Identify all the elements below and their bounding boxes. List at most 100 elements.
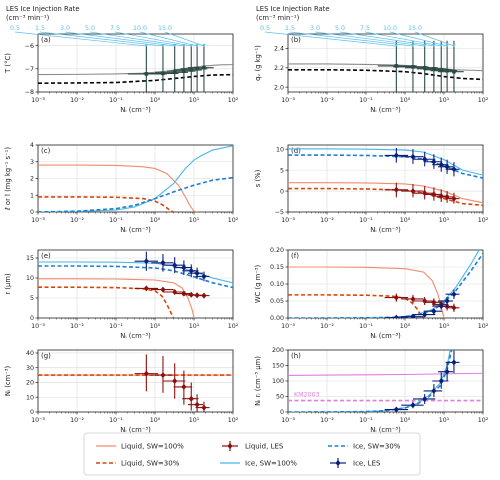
y-tick-label: 10 [276,146,284,153]
les-point-liquid_les [445,192,460,204]
les-marker [172,262,178,269]
x-tick-label: 10² [228,323,239,330]
les-marker [188,395,194,402]
legend-item: Ice, SW=30% [328,443,401,451]
les-point-ice_les [173,260,193,275]
les-marker [172,70,177,75]
injection-rate-label: 15.0 [408,25,422,32]
legend-marker-diamond [335,460,341,466]
y-tick-label: −6 [25,43,34,50]
les-point-ice_les [384,406,409,412]
panel-label: (c) [41,147,51,155]
injection-rate-arrowhead [445,44,449,47]
series-group [38,45,233,92]
legend: Liquid, SW=100% Liquid, SW=30% Liquid, LES… [83,432,421,476]
injection-rate-title-right: LES Ice Injection Rate [256,5,330,13]
les-point-ice_les [384,147,409,163]
injection-rate-arrow [39,31,164,47]
les-point-liquid_les [445,303,460,312]
les-marker [161,71,165,76]
x-tick-label: 10¹ [439,323,450,330]
injection-rate-label: 15.0 [158,25,172,32]
legend-label: Ice, SW=30% [353,443,401,451]
y-tick-label: −5 [275,209,284,216]
y-tick-label: 0.05 [270,298,284,305]
x-axis-label: Nᵢ (cm⁻³) [120,426,151,434]
series-line-liquid_sw30 [38,286,175,318]
plot-frame [287,33,484,93]
les-marker [422,298,428,304]
x-tick-label: 10⁻³ [31,217,45,224]
injection-rate-arrowhead [394,44,398,47]
les-point-ice_les [423,384,443,398]
y-axis-label: qᵥ (g kg⁻¹) [254,45,262,81]
injection-rate-label: 10.0 [383,25,397,32]
y-axis-label: Nᵢ rᵢ (cm⁻³ μm) [254,356,262,406]
les-point-ice_les [401,401,424,409]
injection-rate-arrowhead [202,44,206,47]
les-point-ice_les [445,162,460,177]
y-tick-label: 0.15 [270,264,284,271]
y-tick-label: 2 [30,176,34,183]
les-marker [194,401,200,408]
les-marker [143,258,149,265]
injection-rate-arrow [389,31,448,47]
series-line-ice_sw30 [288,350,453,412]
injection-rate-arrow [314,31,425,47]
y-tick-label: 15 [26,255,34,262]
plot-frame [37,249,234,319]
les-marker [143,370,149,377]
les-marker [438,193,444,200]
les-marker [160,259,166,266]
les-marker [451,166,457,173]
les-point-liquid_les [412,186,436,200]
x-tick-label: 10⁻² [70,417,84,424]
legend-label: Liquid, LES [245,443,284,451]
y-tick-label: −7 [25,66,34,73]
les-marker [431,308,437,315]
x-tick-label: 10⁰ [400,417,411,424]
legend-label: Liquid, SW=100% [121,443,184,451]
les-marker [422,156,428,163]
series-group [38,251,233,318]
les-marker [451,195,457,202]
les-point-ice_les [182,264,199,278]
y-tick-label: 2.2 [274,65,284,72]
les-marker [439,67,444,72]
x-tick-label: 10⁻¹ [359,97,373,104]
les-point-ice_les [437,296,453,306]
plot-frame [287,144,484,213]
x-tick-label: 10¹ [439,217,450,224]
panel-e: 10⁻³ 10⁻² 10⁻¹ 10⁰ 10¹ 10² 0 5 10 15 Nᵢ (cm⁻³) r (μ… [4,249,239,340]
legend-item: Liquid, LES [222,441,284,451]
les-point-ice_les [134,251,159,271]
les-marker [431,387,437,394]
injection-rate-arrowhead [452,44,456,47]
y-axis-label: T (°C) [4,53,12,74]
x-axis-label: Nᵢ (cm⁻³) [120,332,151,340]
injection-rate-arrow [339,31,434,47]
injection-rate-arrow [164,31,205,47]
les-marker [422,66,427,70]
les-point-liquid_les [134,285,159,292]
x-tick-label: 10¹ [439,97,450,104]
y-tick-label: 4 [30,142,34,149]
x-tick-label: 10⁻¹ [109,97,123,104]
legend-label: Liquid, SW=30% [121,460,180,468]
x-tick-label: 10⁻³ [281,97,295,104]
injection-rate-header-right: LES Ice Injection Rate (cm⁻³ min⁻¹) [256,5,330,22]
x-tick-label: 10² [478,217,489,224]
les-point-liquid_les [412,296,436,306]
les-point-liquid_les [182,382,199,411]
les-marker [444,298,450,304]
x-tick-label: 10⁻² [70,97,84,104]
les-marker [182,69,186,73]
x-axis-label: Nᵢ (cm⁻³) [120,106,151,114]
x-axis-label: Nᵢ (cm⁻³) [370,226,401,234]
les-marker [410,402,416,409]
les-marker [422,311,428,318]
les-marker [393,152,399,159]
les-point-liquid_les [401,294,424,304]
panel-a: 10⁻³ 10⁻² 10⁻¹ 10⁰ 10¹ 10² −8 −7 −6 Nᵢ (cm⁻³) T (°… [4,25,239,114]
les-point-ice_les [412,311,436,318]
